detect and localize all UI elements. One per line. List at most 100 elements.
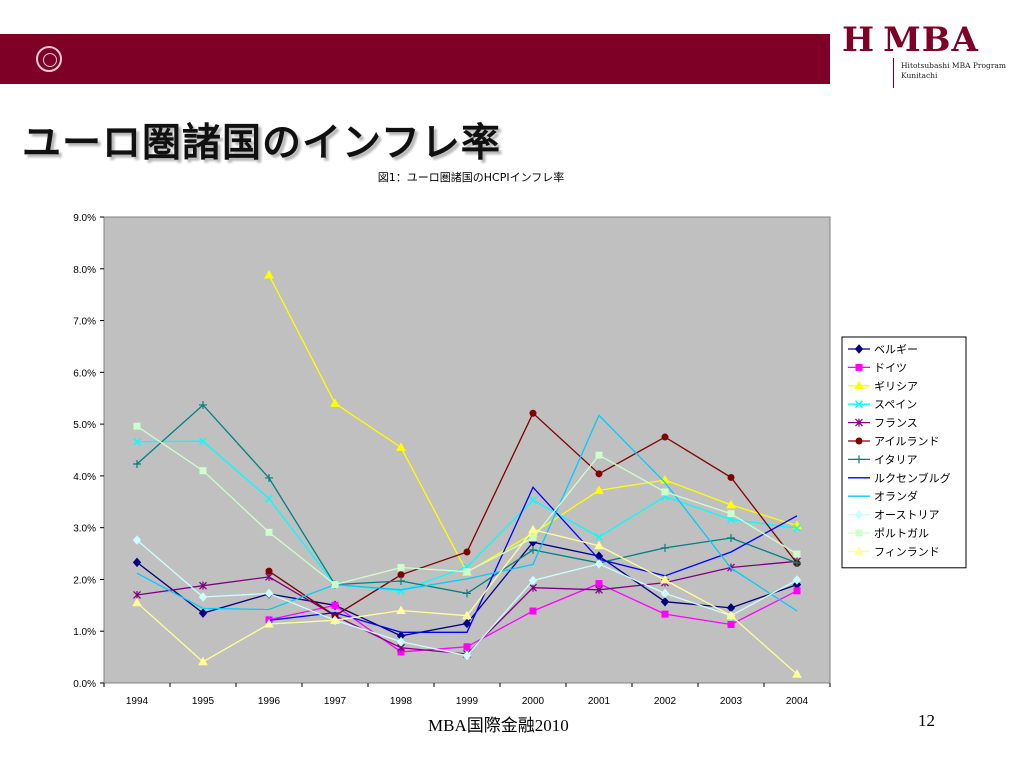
x-tick-label: 2001 xyxy=(588,696,611,707)
data-point xyxy=(331,601,339,609)
page-number: 12 xyxy=(918,711,935,730)
x-tick-label: 1995 xyxy=(192,696,215,707)
data-point xyxy=(529,534,537,542)
h-logo-mark: H xyxy=(842,20,876,60)
series-11 xyxy=(133,422,801,589)
data-point xyxy=(463,643,471,651)
legend-swatch-marker xyxy=(854,546,864,555)
data-point xyxy=(660,596,670,607)
data-point xyxy=(594,559,604,569)
data-point xyxy=(265,473,273,482)
series-7 xyxy=(133,400,801,598)
legend-swatch-marker xyxy=(855,400,863,409)
data-point xyxy=(330,615,340,624)
legend-item: ベルギー xyxy=(848,343,918,356)
legend-label: イタリア xyxy=(874,453,918,466)
data-point xyxy=(264,588,274,599)
x-tick-label: 1999 xyxy=(456,696,479,707)
data-point xyxy=(529,607,537,615)
legend-item: ドイツ xyxy=(848,361,907,374)
legend-label: ドイツ xyxy=(874,361,907,374)
legend-item: オランダ xyxy=(848,489,918,503)
data-point xyxy=(132,597,142,607)
legend-label: ルクセンブルグ xyxy=(874,471,951,485)
series-9 xyxy=(136,414,798,612)
data-point xyxy=(595,585,603,594)
y-tick-label: 5.0% xyxy=(73,420,96,431)
x-tick-label: 1998 xyxy=(390,696,413,707)
legend-swatch-marker xyxy=(855,437,863,445)
data-point xyxy=(793,524,801,533)
y-tick-label: 9.0% xyxy=(73,213,96,224)
series-6 xyxy=(265,409,801,620)
x-tick-label: 2000 xyxy=(522,696,545,707)
legend-label: アイルランド xyxy=(874,435,939,448)
legend-swatch-marker xyxy=(855,529,863,537)
series-1 xyxy=(132,537,802,641)
data-point xyxy=(133,459,141,468)
data-point xyxy=(265,567,273,575)
data-point xyxy=(727,620,735,628)
legend-swatch-marker xyxy=(855,363,863,371)
slide-title: ユーロ圏諸国のインフレ率 xyxy=(22,121,501,166)
data-point xyxy=(199,437,207,446)
data-point xyxy=(462,650,472,661)
data-point xyxy=(529,496,537,505)
data-point xyxy=(462,610,472,620)
logo-area xyxy=(830,12,1024,92)
data-point xyxy=(463,548,471,556)
legend-item: フランス xyxy=(848,417,918,430)
logo-divider xyxy=(893,58,894,88)
legend-item: ギリシア xyxy=(848,380,918,393)
data-point xyxy=(595,532,603,541)
legend-item: アイルランド xyxy=(848,435,939,448)
data-point xyxy=(726,610,736,620)
legend-label: オーストリア xyxy=(874,509,939,522)
data-point xyxy=(660,574,670,584)
data-point xyxy=(726,499,736,509)
data-point xyxy=(595,580,603,588)
legend-item: フィンランド xyxy=(848,545,940,558)
legend-swatch-marker xyxy=(855,418,863,427)
data-point xyxy=(660,588,670,599)
legend-item: ルクセンブルグ xyxy=(848,471,951,485)
data-point xyxy=(397,564,405,572)
data-point xyxy=(133,590,141,599)
data-point xyxy=(727,510,735,518)
series-8 xyxy=(268,486,798,633)
data-point xyxy=(397,576,405,585)
legend-label: スペイン xyxy=(874,398,917,411)
data-point xyxy=(264,618,274,628)
data-point xyxy=(594,540,604,550)
data-point xyxy=(529,545,537,554)
y-tick-label: 8.0% xyxy=(73,265,96,276)
data-point xyxy=(792,669,802,678)
logo-text: MBA xyxy=(883,20,979,60)
legend-label: ギリシア xyxy=(874,380,918,393)
x-tick-label: 2004 xyxy=(786,696,809,707)
data-point xyxy=(264,269,274,279)
data-point xyxy=(793,550,801,558)
legend-swatch-marker xyxy=(854,344,864,354)
x-tick-label: 1996 xyxy=(258,696,281,707)
data-point xyxy=(265,494,273,503)
slide-footer: MBA国際金融2010 xyxy=(428,716,569,735)
data-point xyxy=(132,557,142,568)
x-tick-label: 1997 xyxy=(324,696,347,707)
data-point xyxy=(396,442,406,451)
legend-box xyxy=(841,336,967,569)
data-point xyxy=(199,400,207,409)
legend-label: オランダ xyxy=(874,489,918,503)
data-point xyxy=(265,528,273,536)
y-tick-label: 4.0% xyxy=(73,472,96,483)
legend-swatch-marker xyxy=(854,380,864,390)
legend-item: スペイン xyxy=(848,398,917,411)
data-point xyxy=(133,437,141,446)
mba-logo: H MBA xyxy=(842,20,979,60)
logo-subtitle-line1: Hitotsubashi MBA Program xyxy=(901,61,1007,70)
data-point xyxy=(133,422,141,430)
y-tick-label: 3.0% xyxy=(73,524,96,535)
legend-swatch-marker xyxy=(855,455,863,464)
legend-label: フィンランド xyxy=(874,545,940,558)
legend-label: ベルギー xyxy=(874,343,918,356)
